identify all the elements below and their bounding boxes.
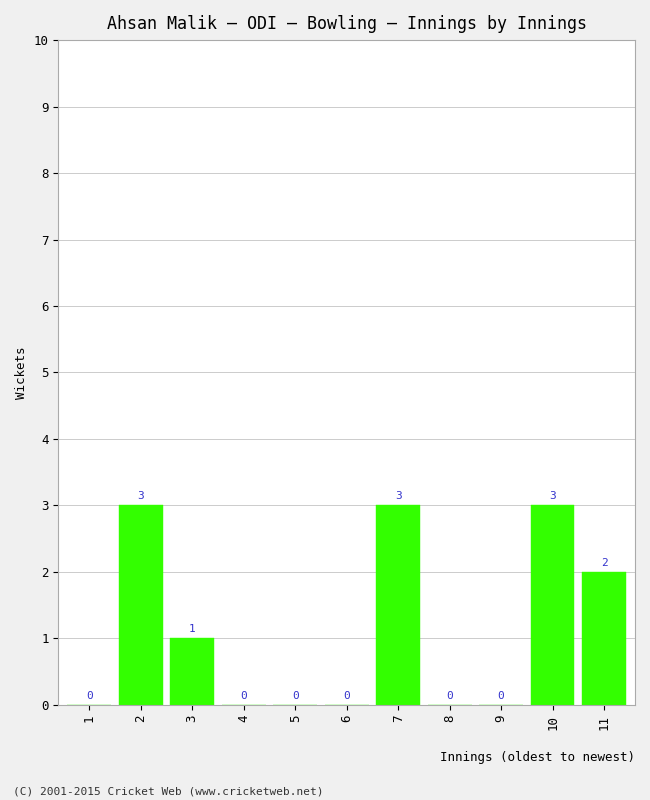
Bar (582, 572, 626, 705)
Text: 0: 0 (447, 691, 453, 701)
Bar (376, 506, 420, 705)
Text: 3: 3 (549, 491, 556, 502)
Text: (C) 2001-2015 Cricket Web (www.cricketweb.net): (C) 2001-2015 Cricket Web (www.cricketwe… (13, 786, 324, 796)
Text: 0: 0 (498, 691, 504, 701)
Bar (119, 506, 162, 705)
Text: 0: 0 (343, 691, 350, 701)
Text: 1: 1 (188, 625, 196, 634)
Text: Innings (oldest to newest): Innings (oldest to newest) (440, 751, 635, 765)
Text: 3: 3 (137, 491, 144, 502)
Text: 2: 2 (601, 558, 608, 568)
Text: 0: 0 (240, 691, 247, 701)
Text: 0: 0 (86, 691, 92, 701)
Bar (170, 638, 214, 705)
Y-axis label: Wickets: Wickets (15, 346, 28, 398)
Text: 0: 0 (292, 691, 298, 701)
Bar (531, 506, 575, 705)
Title: Ahsan Malik – ODI – Bowling – Innings by Innings: Ahsan Malik – ODI – Bowling – Innings by… (107, 15, 587, 33)
Text: 3: 3 (395, 491, 402, 502)
